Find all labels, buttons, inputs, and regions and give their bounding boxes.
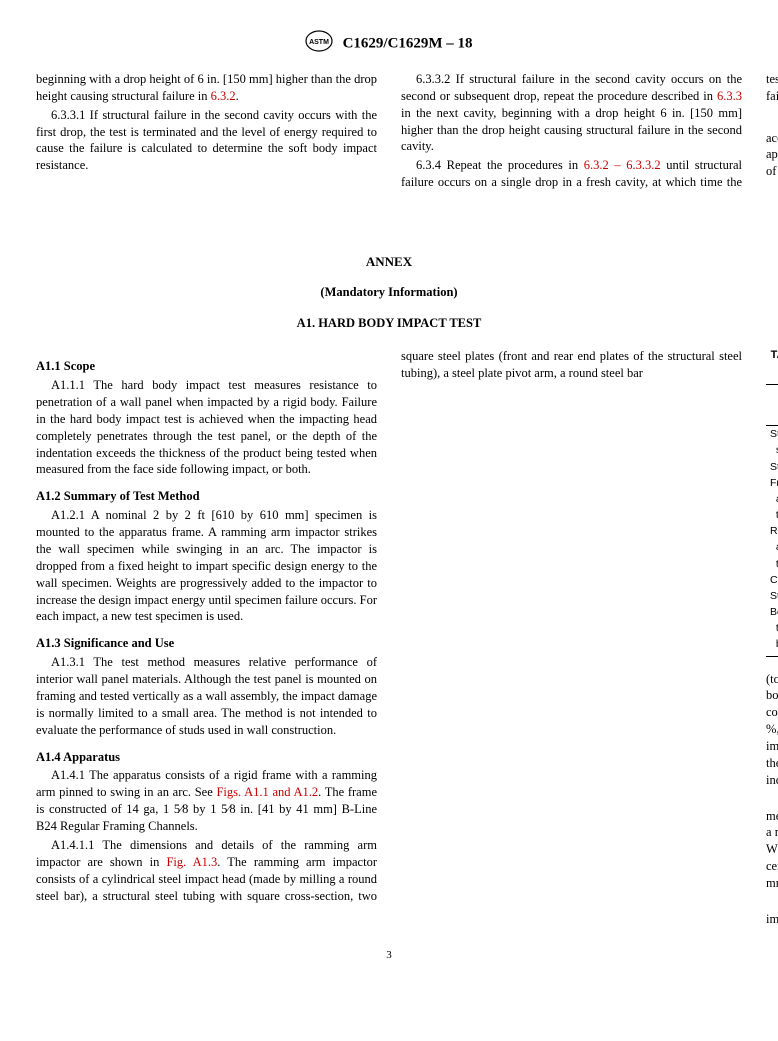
cell-component: attached to <box>766 539 778 555</box>
cell-component: bottom of the structural steel tubing) <box>766 636 778 656</box>
table-row: Steel Plate Pivot Arm1.100.50 <box>766 459 778 475</box>
text: beginning with a drop height of 6 in. [1… <box>36 72 377 103</box>
page-number: 3 <box>36 948 742 963</box>
table-title-line2: Ramming Arm Impactor <box>766 365 778 380</box>
table-row: attached to <box>766 539 778 555</box>
cell-component: Cylindrical Steel Impact Head <box>766 572 778 588</box>
text: This test is conducted in accordance wit… <box>766 114 778 145</box>
para-a1-4-1: A1.4.1 The apparatus consists of a rigid… <box>36 767 377 835</box>
table-row: to the <box>766 620 778 636</box>
table-row: bottom of the structural steel tubing) <box>766 636 778 656</box>
cell-component: Rear Square Steel Plate (end plate <box>766 523 778 539</box>
cell-component: Steel Round Bar (Weight Bar) <box>766 588 778 604</box>
para-a1-4-1-1-cont: (to add weights), and a rectangular stee… <box>766 671 778 789</box>
cell-component: Structural Steel Tubing (square cross- <box>766 426 778 443</box>
heading-a1-1: A1.1 Scope <box>36 358 377 375</box>
top-columns: beginning with a drop height of 6 in. [1… <box>36 71 742 207</box>
para-6-3-3-2: 6.3.3.2 If structural failure in the sec… <box>401 71 742 155</box>
xref-figs-a1-1-a1-2: Figs. A1.1 and A1.2 <box>216 785 318 799</box>
annex-a1-title: A1. HARD BODY IMPACT TEST <box>36 315 742 332</box>
para-a1-3-1: A1.3.1 The test method measures relative… <box>36 654 377 738</box>
text: in the next cavity, beginning with a dro… <box>401 106 742 154</box>
para-a1-1-1: A1.1.1 The hard body impact test measure… <box>36 377 377 478</box>
table-title-line1: TABLE A1.1 Weight (Mass) Schedule for th… <box>766 348 778 363</box>
table-row: the back of the structural steel tubing) <box>766 556 778 572</box>
cell-component: attached to <box>766 491 778 507</box>
cell-component: Steel Plate Pivot Arm <box>766 459 778 475</box>
table-row: the front of the structural steel tubing… <box>766 507 778 523</box>
heading-a1-3: A1.3 Significance and Use <box>36 635 377 652</box>
xref-6-3-2: 6.3.2 <box>211 89 236 103</box>
th-component: Component <box>766 384 778 425</box>
cell-component: section) <box>766 442 778 458</box>
cell-component: the back of the structural steel tubing) <box>766 556 778 572</box>
text: 6.3.4 Repeat the procedures in <box>416 158 584 172</box>
table-row: Rear Square Steel Plate (end plate0.900.… <box>766 523 778 539</box>
table-row: Bottom Rectangular Steel Plate (attached… <box>766 604 778 620</box>
annex-title: ANNEX <box>36 253 742 271</box>
table-row: Cylindrical Steel Impact Head1.900.86 <box>766 572 778 588</box>
table-row: attached to <box>766 491 778 507</box>
table-a1-1-block: TABLE A1.1 Weight (Mass) Schedule for th… <box>766 348 778 656</box>
text: (to add weights), and a rectangular stee… <box>766 672 778 737</box>
para-6-3-3-cont: beginning with a drop height of 6 in. [1… <box>36 71 377 105</box>
page-header: ASTM C1629/C1629M – 18 <box>36 30 742 57</box>
table-row: Structural Steel Tubing (square cross-8.… <box>766 426 778 443</box>
table-row: Front Square Steel Plate (end plate0.900… <box>766 475 778 491</box>
cell-component: Bottom Rectangular Steel Plate (attached <box>766 604 778 620</box>
text: . <box>236 89 239 103</box>
annex-subtitle: (Mandatory Information) <box>36 284 742 301</box>
xref-6-3-3: 6.3.3 <box>717 89 742 103</box>
text: 6.3.3.2 If structural failure in the sec… <box>401 72 742 103</box>
xref-fig-a1-3: Fig. A1.3 <box>166 855 217 869</box>
para-6-4: 6.4 Hard Body Impact Test—This test is c… <box>766 113 778 181</box>
heading-a1-4: A1.4 Apparatus <box>36 749 377 766</box>
para-a1-4-1-2: A1.4.1.2 The ramming arm impactor shall … <box>766 791 778 892</box>
para-a1-2-1: A1.2.1 A nominal 2 by 2 ft [610 by 610 m… <box>36 507 377 625</box>
standard-number: C1629/C1629M – 18 <box>343 35 473 51</box>
annex-columns: A1.1 Scope A1.1.1 The hard body impact t… <box>36 348 742 928</box>
heading-a1-2: A1.2 Summary of Test Method <box>36 488 377 505</box>
svg-text:ASTM: ASTM <box>310 39 330 46</box>
xref-6-3-2-6-3-3-2: 6.3.2 – 6.3.3.2 <box>584 158 661 172</box>
table-row: Steel Round Bar (Weight Bar)2.601.18 <box>766 588 778 604</box>
cell-component: to the <box>766 620 778 636</box>
astm-logo: ASTM <box>305 30 333 57</box>
para-6-3-3-1: 6.3.3.1 If structural failure in the sec… <box>36 107 377 175</box>
table-a1-1: Component Weight Mass lb, ± 0.5 % kg, ± … <box>766 384 778 657</box>
table-row: section) <box>766 442 778 458</box>
cell-component: Front Square Steel Plate (end plate <box>766 475 778 491</box>
cell-component: the front of the structural steel tubing… <box>766 507 778 523</box>
